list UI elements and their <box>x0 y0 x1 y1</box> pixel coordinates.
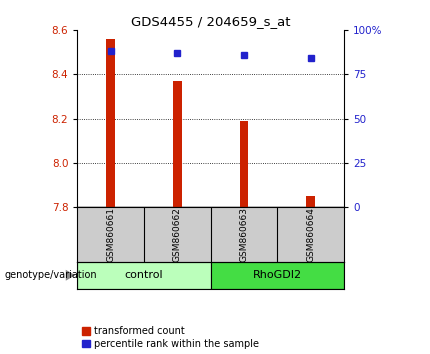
Bar <box>211 262 344 289</box>
Bar <box>77 262 211 289</box>
Text: genotype/variation: genotype/variation <box>4 270 97 280</box>
Text: GSM860664: GSM860664 <box>306 207 315 262</box>
Text: control: control <box>125 270 163 280</box>
Legend: transformed count, percentile rank within the sample: transformed count, percentile rank withi… <box>82 326 259 349</box>
Text: GSM860662: GSM860662 <box>173 207 182 262</box>
Bar <box>306 196 315 207</box>
Text: GSM860661: GSM860661 <box>106 207 115 262</box>
Bar <box>240 121 249 207</box>
Polygon shape <box>66 270 75 281</box>
Bar <box>173 81 182 207</box>
Text: RhoGDI2: RhoGDI2 <box>253 270 302 280</box>
Title: GDS4455 / 204659_s_at: GDS4455 / 204659_s_at <box>131 15 290 28</box>
Bar <box>106 39 115 207</box>
Text: GSM860663: GSM860663 <box>240 207 249 262</box>
